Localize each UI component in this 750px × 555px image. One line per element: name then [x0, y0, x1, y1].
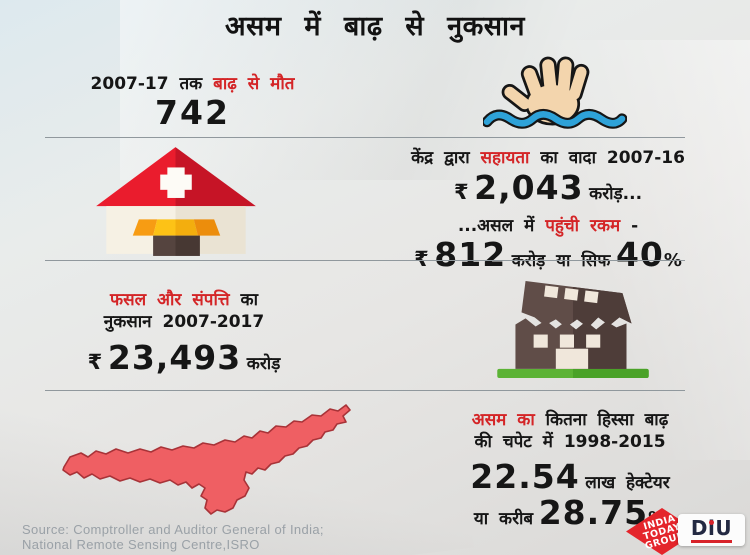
diu-logo-dot [709, 520, 714, 525]
aid-promise-post: का वादा 2007-16 [540, 148, 685, 168]
aid-promised-amount: ₹ 2,043 करोड़... [352, 168, 744, 208]
lower-windows [533, 334, 601, 348]
damage-label-line1: फसल और संपत्ति का [38, 289, 330, 311]
diu-logo-text: DiU [690, 516, 733, 540]
assam-map [62, 404, 351, 515]
drowning-hand-icon [483, 56, 627, 129]
aid-received-pct: 40 [615, 235, 664, 275]
deaths-highlight-label: बाढ़ से मौत [213, 74, 295, 94]
source-line1: Source: Comptroller and Auditor General … [22, 522, 324, 537]
area-post: कितना हिस्सा बाढ़ [545, 410, 669, 430]
aid-received-highlight: पहुंची रकम [545, 216, 621, 237]
area-unit: लाख हेक्टेयर [585, 473, 670, 494]
water-wave [483, 111, 626, 127]
awning [153, 219, 176, 236]
aid-received-value: 812 [434, 235, 507, 275]
aid-received-pre: ...असल में [457, 216, 535, 237]
door [153, 235, 176, 256]
damaged-house-icon [497, 281, 649, 378]
awning [175, 219, 198, 236]
section-divider [45, 390, 685, 391]
damage-highlight: फसल और संपत्ति [110, 290, 230, 310]
relief-camp-icon [96, 147, 256, 256]
source-credit: Source: Comptroller and Auditor General … [22, 522, 324, 552]
aid-received-unit: करोड़ या सिफ [511, 251, 611, 272]
upper-windows [544, 285, 599, 304]
medical-cross-icon [160, 174, 192, 190]
aid-section: केंद्र द्वारा सहायता का वादा 2007-16 ₹ 2… [352, 147, 744, 274]
aid-received-label: ...असल में पहुंची रकम - [352, 215, 744, 237]
aid-promised-unit: करोड़... [589, 184, 643, 205]
aid-promise-label: केंद्र द्वारा सहायता का वादा 2007-16 [352, 147, 744, 169]
area-amount: 22.54 लाख हेक्टेयर [396, 459, 744, 495]
door [555, 348, 589, 369]
area-pct-value: 28.75 [538, 493, 649, 533]
assam-state-shape [62, 404, 351, 515]
section-divider [45, 260, 685, 261]
damage-value: 23,493 [107, 338, 242, 378]
damage-post: का [240, 290, 258, 310]
diu-logo: DiU [678, 514, 745, 546]
diu-logo-bar [691, 540, 732, 543]
area-highlight: असम का [471, 410, 535, 430]
page-title: असम में बाढ़ से नुकसान [224, 11, 526, 42]
damage-label-line2: नुकसान 2007-2017 [103, 312, 265, 333]
damage-unit: करोड़ [246, 354, 281, 375]
door [175, 235, 200, 256]
deaths-section: 2007-17 तक बाढ़ से मौत 742 [35, 73, 350, 131]
awning [132, 219, 158, 236]
area-pct-line: या करीब 28.75% [396, 495, 744, 531]
deaths-value: 742 [155, 93, 230, 133]
aid-promise-pre: केंद्र द्वारा [411, 148, 470, 168]
area-section: असम का कितना हिस्सा बाढ़ की चपेट में 199… [396, 409, 744, 532]
source-line2: National Remote Sensing Centre,ISRO [22, 536, 260, 552]
awning [193, 219, 221, 236]
damage-section: फसल और संपत्ति का नुकसान 2007-2017 ₹ 23,… [38, 289, 330, 376]
roof-left [96, 147, 176, 207]
deaths-period-label: 2007-17 तक [90, 74, 203, 94]
aid-promised-value: 2,043 [474, 168, 584, 208]
area-label-line2: की चपेट में 1998-2015 [474, 432, 666, 453]
rupee-symbol: ₹ [87, 350, 103, 375]
area-label-line1: असम का कितना हिस्सा बाढ़ [396, 409, 744, 431]
aid-received-amount: ₹ 812 करोड़ या सिफ 40% [352, 237, 744, 273]
rupee-symbol: ₹ [453, 180, 469, 205]
rupee-symbol: ₹ [414, 247, 429, 272]
aid-promise-highlight: सहायता [480, 148, 530, 168]
aid-received-dash: - [631, 216, 639, 237]
deaths-label: 2007-17 तक बाढ़ से मौत [35, 73, 350, 95]
area-approx-pre: या करीब [473, 509, 534, 530]
section-divider [45, 137, 685, 138]
area-value: 22.54 [470, 457, 580, 497]
damage-amount: ₹ 23,493 करोड़ [38, 340, 330, 376]
